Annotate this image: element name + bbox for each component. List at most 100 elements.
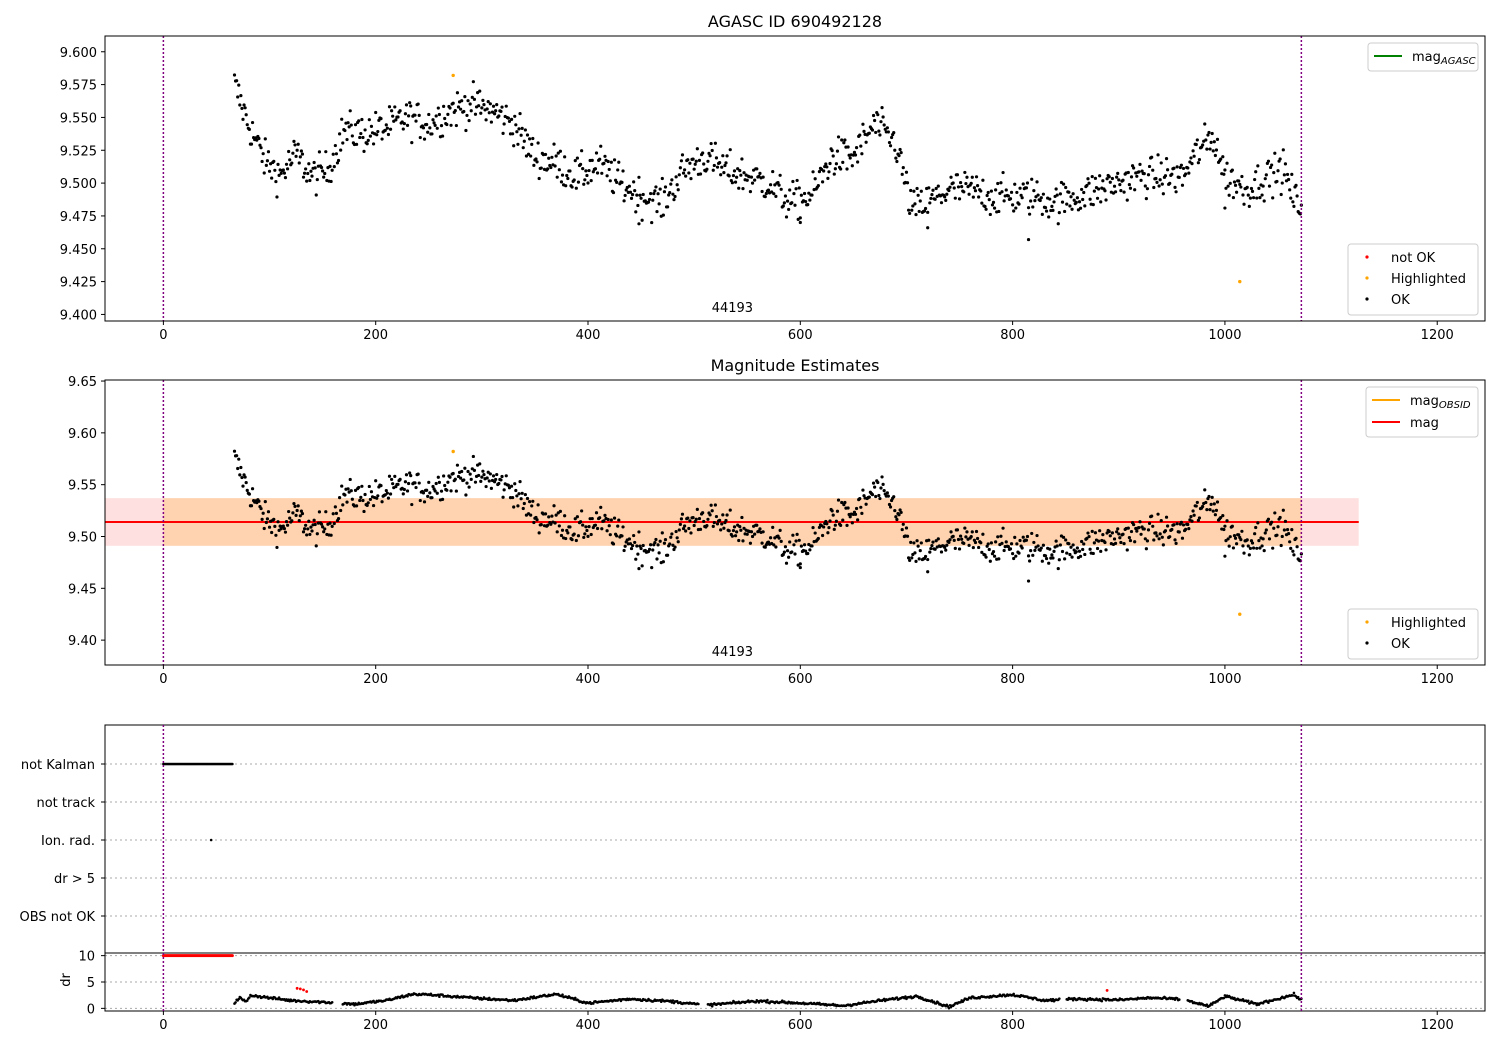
- ok-point: [263, 137, 267, 141]
- ok-point: [274, 533, 278, 537]
- ok-point: [655, 209, 659, 214]
- ok-point: [530, 504, 534, 508]
- ok-point: [297, 518, 301, 523]
- ok-point: [811, 525, 815, 530]
- ok-point: [504, 474, 508, 478]
- ok-point: [552, 504, 556, 508]
- ok-point: [979, 189, 983, 193]
- ok-point: [905, 181, 910, 185]
- ok-point: [583, 532, 587, 536]
- ok-point: [1250, 189, 1255, 193]
- axes-frame: [104, 35, 1486, 322]
- ok-point: [1260, 544, 1264, 548]
- ok-point: [788, 540, 792, 544]
- ok-point: [292, 501, 296, 506]
- ok-point: [877, 129, 881, 133]
- ok-point: [880, 106, 884, 110]
- ok-point: [1230, 168, 1234, 172]
- ok-point: [785, 549, 790, 553]
- dr-point: [1012, 992, 1015, 996]
- ok-point: [434, 114, 438, 118]
- ok-point: [973, 189, 978, 193]
- ok-point: [672, 198, 676, 202]
- ok-point: [1197, 516, 1202, 520]
- ok-point: [1058, 543, 1062, 547]
- ok-point: [492, 112, 497, 116]
- ok-point: [640, 564, 644, 568]
- ok-point: [375, 496, 379, 500]
- ok-point: [1270, 163, 1274, 167]
- ok-point: [1019, 193, 1023, 197]
- ok-point: [553, 164, 557, 168]
- ok-point: [1239, 185, 1243, 189]
- ok-point: [249, 142, 254, 146]
- ok-point: [674, 529, 678, 534]
- ok-point: [959, 180, 963, 185]
- ok-point: [740, 157, 744, 161]
- ok-point: [991, 200, 996, 204]
- ok-point: [1077, 549, 1082, 553]
- ok-point: [371, 503, 376, 508]
- ok-point: [300, 511, 305, 516]
- ok-point: [791, 179, 795, 184]
- ok-point: [878, 133, 882, 137]
- ok-point: [521, 146, 525, 150]
- ok-point: [232, 73, 237, 77]
- ok-point: [1041, 192, 1045, 196]
- ok-point: [779, 187, 783, 191]
- ok-point: [960, 185, 964, 189]
- ok-point: [616, 168, 620, 172]
- ok-point: [827, 170, 831, 174]
- ok-point: [772, 192, 776, 196]
- ok-point: [404, 103, 409, 107]
- ok-point: [952, 538, 956, 542]
- ok-point: [368, 497, 372, 502]
- ok-point: [668, 190, 672, 195]
- ok-point: [980, 201, 984, 205]
- ok-point: [413, 481, 417, 485]
- ok-point: [602, 161, 606, 165]
- ok-point: [1174, 541, 1178, 545]
- ok-point: [531, 136, 535, 141]
- ok-point: [442, 474, 446, 478]
- ok-point: [1157, 537, 1161, 541]
- ok-point: [1012, 556, 1016, 561]
- ok-point: [956, 185, 961, 189]
- ok-point: [497, 114, 501, 118]
- ok-point: [1186, 522, 1190, 527]
- ok-point: [365, 503, 369, 508]
- dr-tick-label: 0: [87, 1002, 95, 1017]
- ok-point: [537, 531, 541, 535]
- ok-point: [906, 556, 911, 560]
- ok-point: [708, 154, 712, 158]
- ok-point: [376, 494, 380, 498]
- ok-point: [1090, 529, 1094, 533]
- ok-point: [1055, 193, 1059, 197]
- ok-point: [724, 161, 728, 165]
- dr-point: [245, 999, 249, 1002]
- ok-point: [879, 486, 883, 490]
- ok-point: [753, 178, 757, 182]
- ok-point: [653, 541, 657, 545]
- ok-point: [622, 199, 626, 203]
- ok-point: [784, 561, 789, 565]
- ok-point: [322, 175, 326, 179]
- ok-point: [962, 541, 966, 545]
- ok-point: [871, 481, 876, 485]
- ok-point: [481, 98, 485, 102]
- ok-point: [697, 516, 702, 521]
- ok-point: [1174, 190, 1178, 194]
- ok-point: [426, 130, 430, 134]
- dr-tick-label: 5: [87, 976, 95, 991]
- dr-point: [710, 1004, 714, 1008]
- ok-point: [736, 167, 740, 171]
- ok-point: [523, 128, 527, 132]
- ok-point: [737, 538, 741, 543]
- ok-point: [792, 192, 796, 196]
- ok-point: [916, 193, 920, 197]
- ok-point: [782, 550, 786, 554]
- ok-point: [486, 100, 490, 104]
- ok-point: [904, 170, 909, 174]
- ok-point: [328, 164, 332, 168]
- ok-point: [323, 527, 327, 531]
